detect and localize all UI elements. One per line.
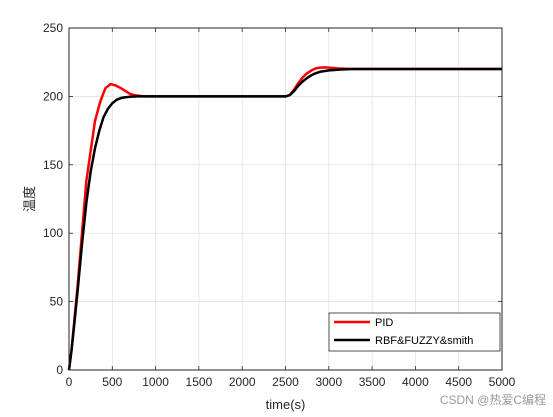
legend: PID RBF&FUZZY&smith: [328, 312, 501, 352]
watermark: CSDN @热爱C编程: [440, 392, 546, 407]
y-tick-label: 250: [43, 21, 63, 35]
series-line-rbf-fuzzy-smith: [67, 67, 502, 371]
x-tick-label: 3500: [359, 375, 386, 389]
x-tick-label: 1000: [142, 375, 169, 389]
x-tick-label: 0: [66, 375, 73, 389]
x-tick-label: 4000: [402, 375, 429, 389]
y-tick-label: 150: [43, 158, 63, 172]
x-tick-label: 500: [102, 375, 122, 389]
x-tick-labels: 0 500 1000 1500 2000 2500 3000 3500 4000 4500 5000: [66, 375, 516, 389]
y-axis-label: 温度: [22, 186, 37, 212]
y-tick-labels: 0 50 100 150 200 250: [43, 21, 63, 377]
axes-box: [68, 27, 503, 371]
x-tick-label: 4500: [445, 375, 472, 389]
y-tick-label: 100: [43, 226, 63, 240]
legend-label-rbf-fuzzy-smith: RBF&FUZZY&smith: [375, 335, 473, 347]
legend-box: [328, 312, 501, 352]
y-tick-label: 50: [50, 295, 64, 309]
x-axis-label: time(s): [266, 397, 306, 412]
x-tick-label: 1500: [186, 375, 213, 389]
y-tick-label: 0: [56, 363, 63, 377]
series-layer: [67, 66, 502, 371]
y-tick-label: 200: [43, 89, 63, 103]
legend-label-pid: PID: [375, 317, 393, 329]
x-tick-label: 3000: [315, 375, 342, 389]
x-tick-label: 2500: [272, 375, 299, 389]
x-tick-label: 5000: [489, 375, 516, 389]
x-tick-label: 2000: [229, 375, 256, 389]
